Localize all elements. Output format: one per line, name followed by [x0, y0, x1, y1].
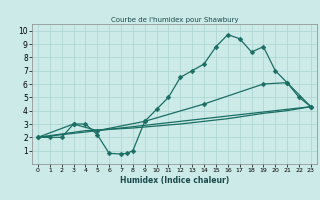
X-axis label: Humidex (Indice chaleur): Humidex (Indice chaleur) [120, 176, 229, 185]
Title: Courbe de l'humidex pour Shawbury: Courbe de l'humidex pour Shawbury [111, 17, 238, 23]
